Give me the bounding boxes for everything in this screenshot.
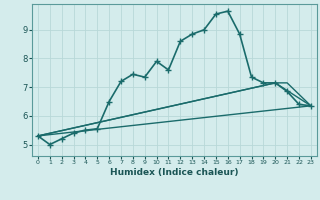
X-axis label: Humidex (Indice chaleur): Humidex (Indice chaleur) bbox=[110, 168, 239, 177]
